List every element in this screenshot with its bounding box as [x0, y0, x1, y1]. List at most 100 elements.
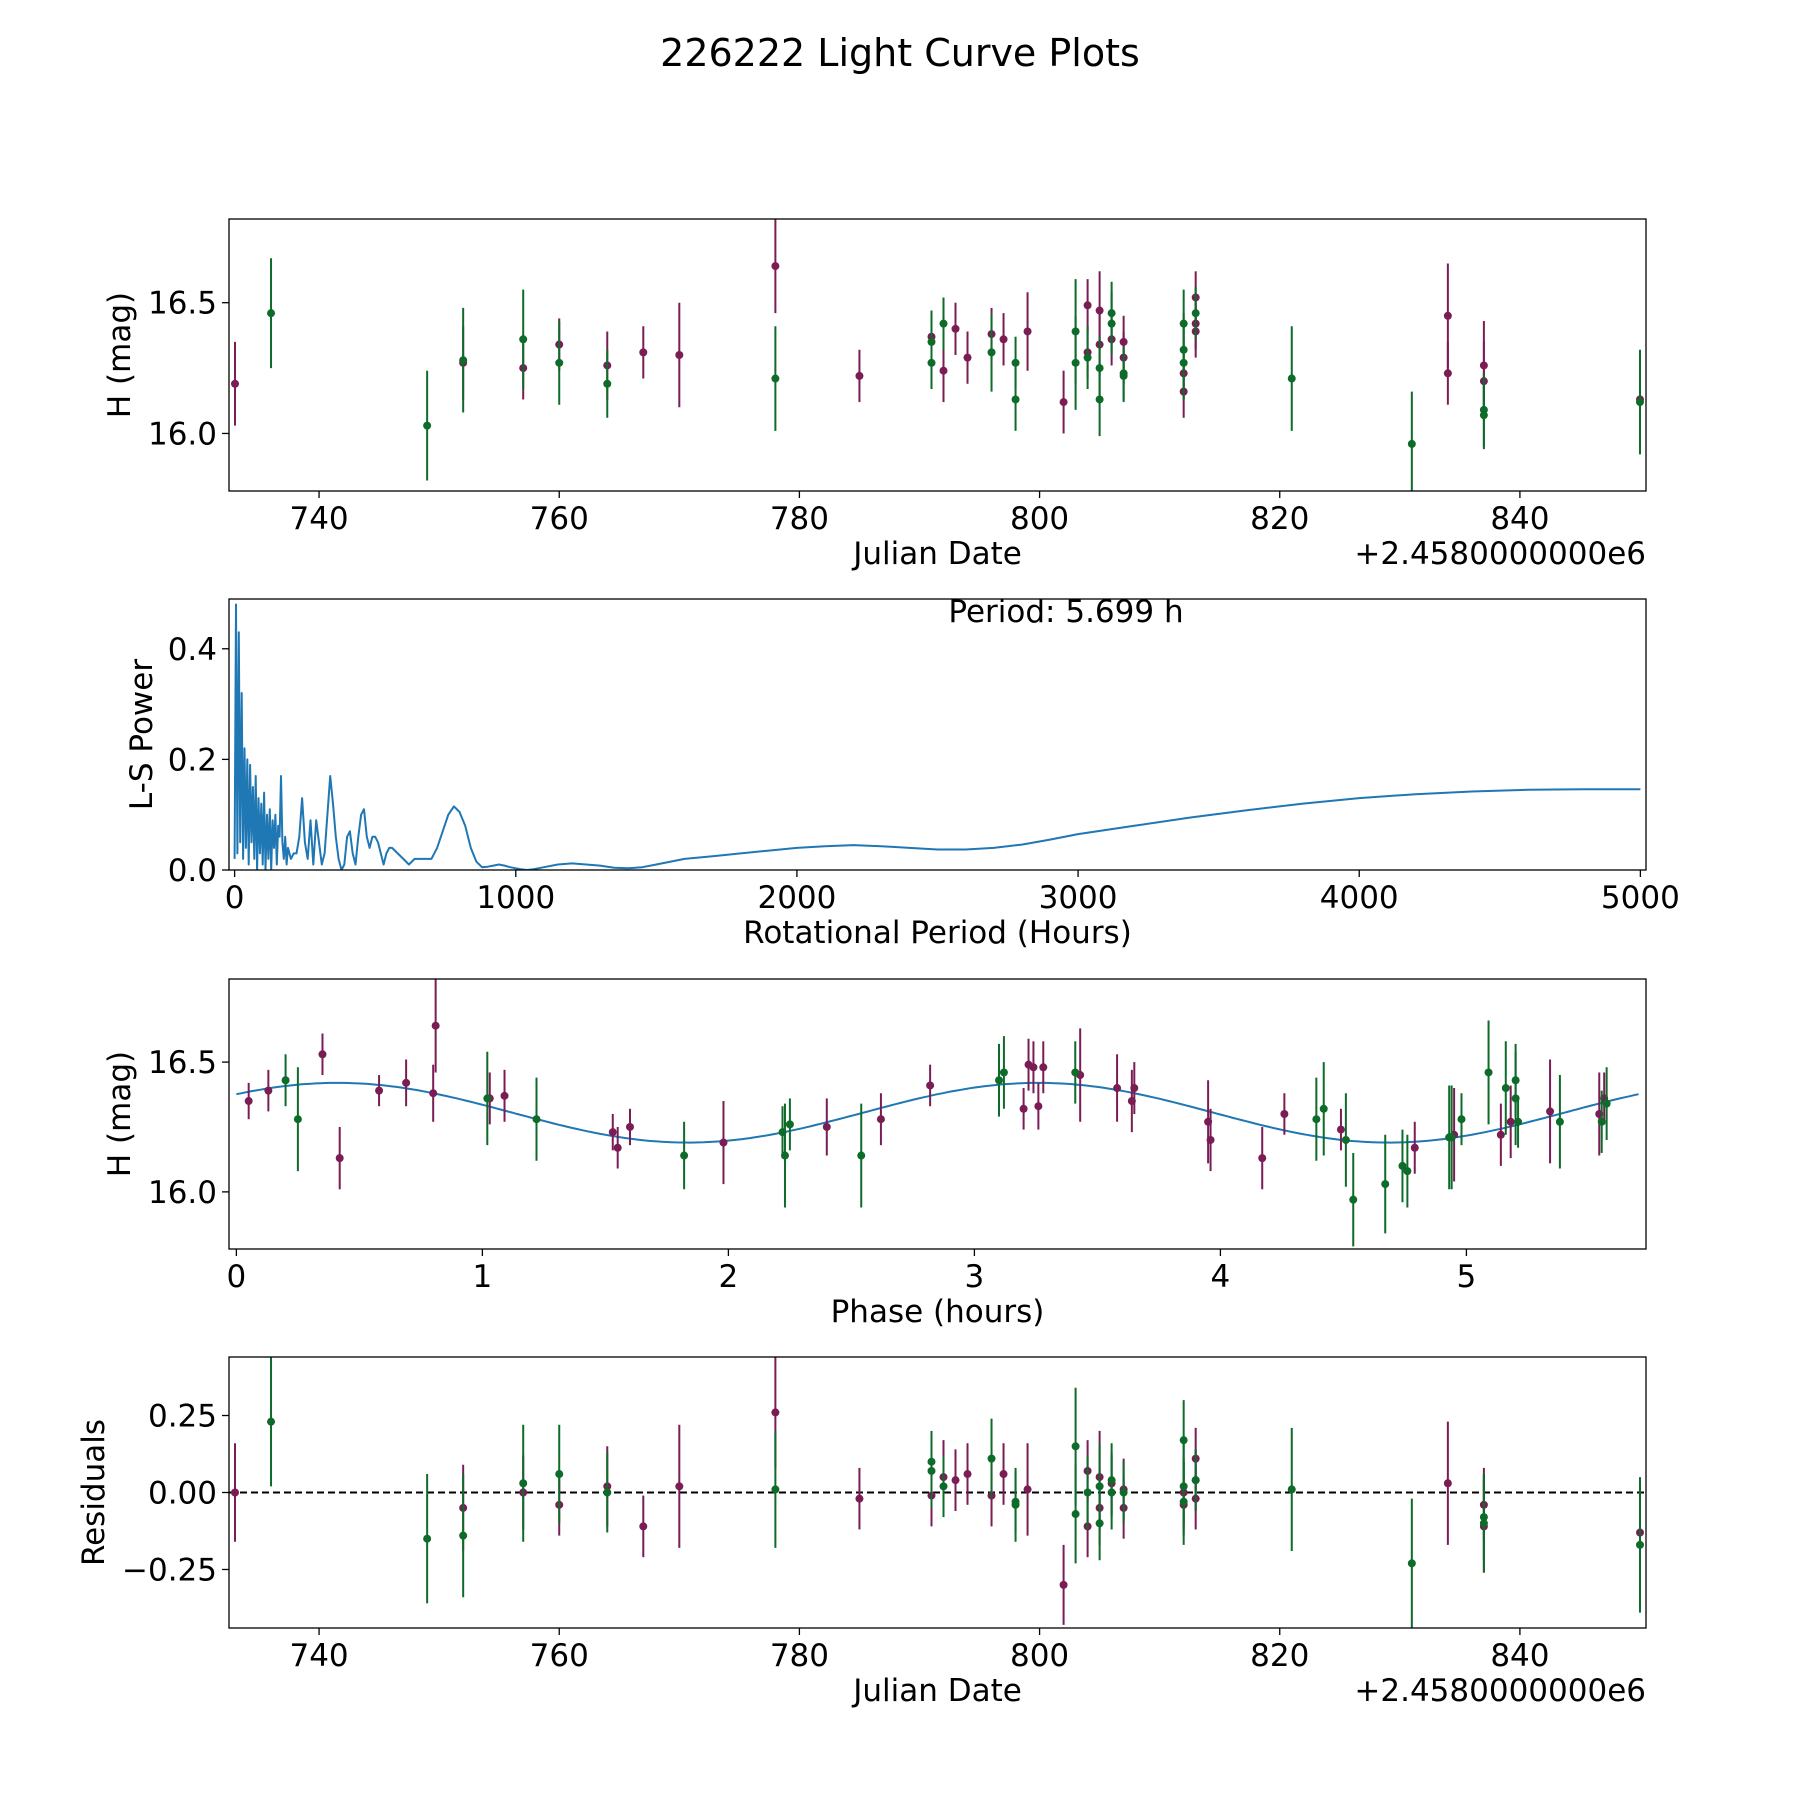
series_a-data-point	[963, 353, 972, 362]
series_b-data-point	[1635, 398, 1644, 407]
series_b-data-point	[999, 1068, 1008, 1077]
series_b-data-point	[1312, 1115, 1321, 1124]
series_b-data-point	[1479, 411, 1488, 420]
series_b-data-point	[1083, 353, 1092, 362]
series_a-data-point	[1113, 1084, 1122, 1093]
series_b-data-point	[1071, 1442, 1080, 1451]
series_b-data-point	[1457, 1115, 1466, 1124]
series_a-data-point	[429, 1089, 438, 1098]
x-tick-label: 2000	[757, 880, 836, 916]
y-tick-label: 16.5	[148, 1045, 217, 1081]
series_a-data-point	[639, 1522, 648, 1531]
series_b-data-point	[532, 1115, 541, 1124]
y-tick-label: 0.4	[168, 632, 217, 668]
series_b-data-point	[857, 1151, 866, 1160]
series_b-data-point	[1514, 1117, 1523, 1126]
x-tick-label: 5	[1457, 1259, 1477, 1295]
series_a-data-point	[1095, 306, 1104, 315]
series_b-data-point	[459, 1531, 468, 1540]
series_a-data-point	[951, 324, 960, 333]
series_a-data-point	[1019, 1104, 1028, 1113]
series_b-data-point	[483, 1094, 492, 1103]
series_a-data-point	[1443, 369, 1452, 378]
y-axis-label: L-S Power	[124, 659, 160, 810]
series_b-data-point	[1484, 1068, 1493, 1077]
y-axis-label: H (mag)	[102, 1051, 138, 1177]
series_a-data-point	[771, 1408, 780, 1417]
series_a-data-point	[771, 262, 780, 271]
residuals-panel: 740 760 780 800 820 840 0.25 0.00 −0.25 Julian Da…	[76, 1356, 1656, 1709]
y-tick-label: 16.0	[148, 416, 217, 452]
series_a-data-point	[855, 371, 864, 380]
figure-title: 226222 Light Curve Plots	[660, 31, 1140, 75]
series_b-data-point	[267, 1417, 276, 1426]
series_b-data-point	[1191, 309, 1200, 318]
series_a-data-point	[1546, 1107, 1555, 1116]
series_a-data-point	[1336, 1125, 1345, 1134]
y-axis-label: H (mag)	[102, 292, 138, 418]
series_a-data-point	[939, 366, 948, 375]
axes-frame	[228, 978, 1647, 1250]
series_a-data-point	[999, 1470, 1008, 1479]
series_b-data-point	[780, 1151, 789, 1160]
series_a-data-point	[625, 1122, 634, 1131]
series_a-data-point	[1039, 1063, 1048, 1072]
x-axis-offset-label: +2.4580000000e6	[1354, 536, 1646, 572]
x-tick-label: 3000	[1039, 880, 1118, 916]
light-curve-panel: 740 760 780 800 820 840 16.0 16.5 Julian Date H (…	[102, 218, 1647, 572]
series_b-data-point	[939, 1482, 948, 1491]
series_a-data-point	[1059, 1580, 1068, 1589]
y-tick-label: 0.2	[168, 742, 217, 778]
series_b-data-point	[1011, 358, 1020, 367]
plot-area	[236, 979, 1639, 1247]
series_b-data-point	[1447, 1133, 1456, 1142]
series_a-data-point	[500, 1091, 509, 1100]
series_b-data-point	[1287, 374, 1296, 383]
y-tick-label: 0.0	[168, 853, 217, 889]
series_b-data-point	[1107, 319, 1116, 328]
series_a-data-point	[675, 351, 684, 359]
x-tick-label: 4000	[1320, 880, 1399, 916]
series_a-data-point	[1648, 1495, 1656, 1503]
series_b-data-point	[1083, 1488, 1092, 1497]
series_a-data-point	[1410, 1143, 1419, 1152]
series_b-data-point	[987, 348, 996, 357]
series_b-data-point	[771, 1485, 780, 1494]
series_b-data-point	[1602, 1099, 1611, 1108]
series_b-data-point	[1179, 1436, 1188, 1445]
series_a-data-point	[1029, 1063, 1038, 1072]
series_a-data-point	[926, 1081, 935, 1090]
series_b-data-point	[939, 319, 948, 328]
x-tick-label: 0	[225, 880, 245, 916]
series_a-data-point	[1258, 1154, 1267, 1163]
x-tick-label: 760	[530, 1638, 589, 1674]
series_b-data-point	[1287, 1485, 1296, 1494]
series_b-data-point	[1179, 1497, 1188, 1506]
series_a-data-point	[264, 1086, 273, 1095]
series_b-data-point	[927, 337, 936, 346]
series_b-data-point	[1511, 1076, 1520, 1085]
x-tick-label: 820	[1250, 501, 1309, 537]
series_b-data-point	[1407, 1559, 1416, 1568]
series_a-data-point	[999, 335, 1008, 344]
series_b-data-point	[1119, 1488, 1128, 1497]
y-tick-label: 16.5	[148, 286, 217, 322]
x-tick-label: 780	[770, 501, 829, 537]
series_b-data-point	[555, 1470, 564, 1479]
y-tick-label: 0.00	[148, 1476, 217, 1512]
series_b-data-point	[1349, 1195, 1358, 1204]
series_b-data-point	[771, 374, 780, 383]
series_b-data-point	[267, 309, 276, 318]
series_b-data-point	[1071, 1510, 1080, 1519]
series_b-data-point	[519, 335, 528, 344]
series_b-data-point	[1319, 1104, 1328, 1113]
series_b-data-point	[785, 1120, 794, 1129]
x-tick-label: 0	[227, 1259, 247, 1295]
series_b-data-point	[1398, 1161, 1407, 1170]
x-axis-label: Julian Date	[851, 536, 1022, 572]
series_b-data-point	[1179, 358, 1188, 367]
series_b-data-point	[1071, 358, 1080, 367]
series_b-data-point	[1403, 1167, 1412, 1176]
series_a-data-point	[613, 1143, 622, 1152]
